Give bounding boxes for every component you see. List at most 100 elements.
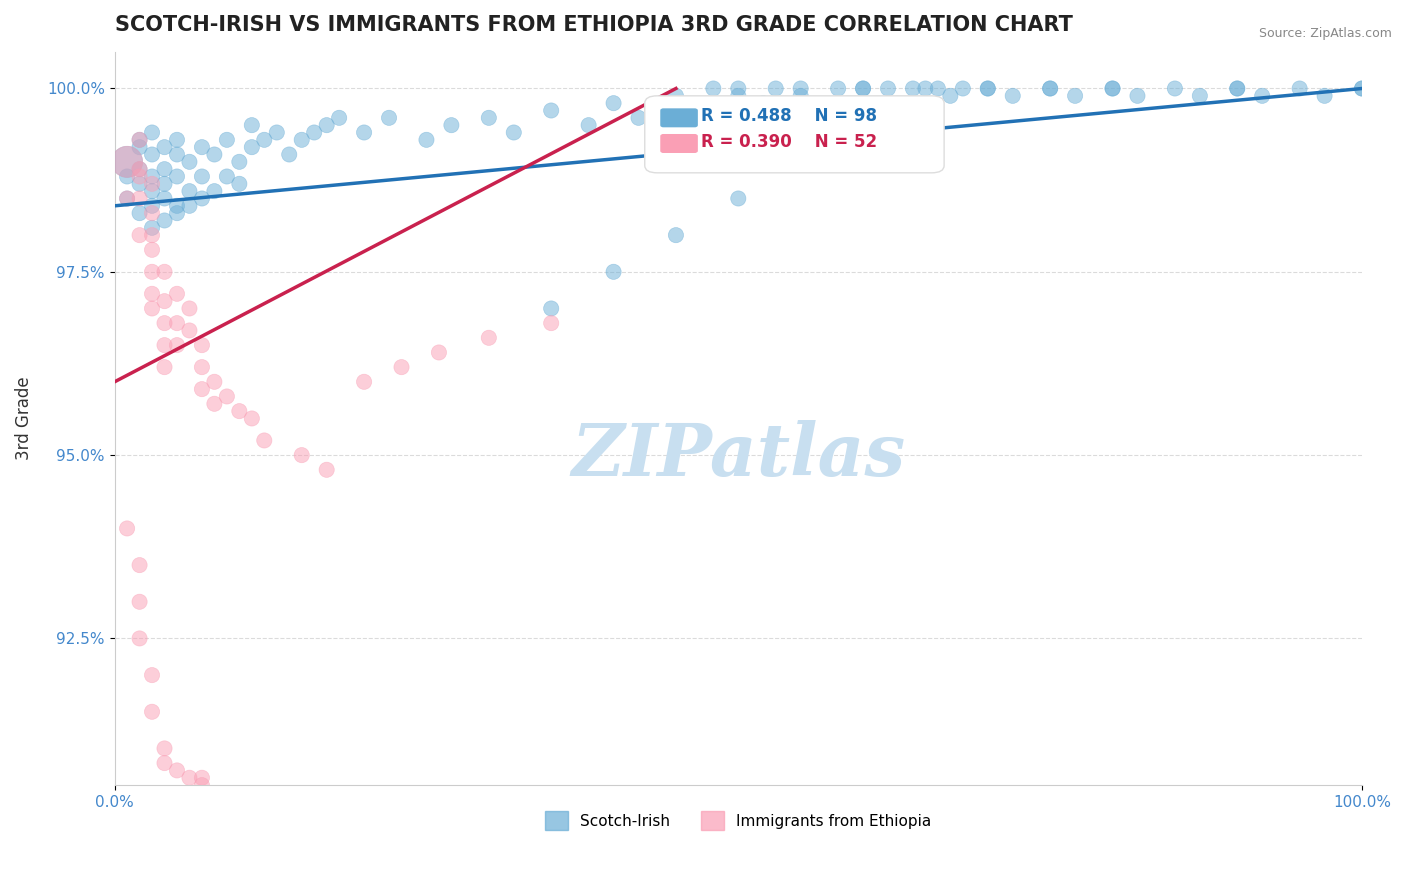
Point xyxy=(315,463,337,477)
Point xyxy=(1313,88,1336,103)
Point xyxy=(977,81,1000,95)
Point xyxy=(727,88,749,103)
Point xyxy=(215,133,238,147)
Point xyxy=(353,375,375,389)
Point xyxy=(478,111,501,125)
Point xyxy=(291,448,314,462)
Point xyxy=(1101,81,1123,95)
Point xyxy=(240,140,263,154)
Point xyxy=(702,103,724,118)
Point xyxy=(540,316,562,330)
Point xyxy=(977,81,1000,95)
Point xyxy=(877,81,900,95)
Point xyxy=(1039,81,1062,95)
Point xyxy=(215,169,238,184)
Point xyxy=(166,206,188,220)
Point xyxy=(179,184,201,198)
Text: SCOTCH-IRISH VS IMMIGRANTS FROM ETHIOPIA 3RD GRADE CORRELATION CHART: SCOTCH-IRISH VS IMMIGRANTS FROM ETHIOPIA… xyxy=(115,15,1073,35)
Point xyxy=(153,741,176,756)
Point xyxy=(727,81,749,95)
Point xyxy=(166,133,188,147)
Point xyxy=(153,294,176,309)
Point xyxy=(427,345,450,359)
Point xyxy=(253,434,276,448)
Point xyxy=(153,162,176,177)
Point xyxy=(814,103,837,118)
Point xyxy=(141,147,163,161)
Point xyxy=(789,88,811,103)
Point xyxy=(328,111,350,125)
Point xyxy=(128,133,150,147)
Point xyxy=(141,184,163,198)
Point xyxy=(141,177,163,191)
Point xyxy=(278,147,301,161)
Point xyxy=(702,81,724,95)
Point xyxy=(727,192,749,206)
Point xyxy=(128,133,150,147)
Point xyxy=(827,81,849,95)
Point xyxy=(166,338,188,352)
Point xyxy=(115,154,138,169)
Point xyxy=(665,228,688,243)
Point xyxy=(852,81,875,95)
Point xyxy=(852,81,875,95)
Text: R = 0.488    N = 98: R = 0.488 N = 98 xyxy=(700,107,877,126)
Point xyxy=(1288,81,1310,95)
Point xyxy=(128,632,150,646)
Point xyxy=(202,184,225,198)
Point xyxy=(141,169,163,184)
Point xyxy=(1251,88,1274,103)
Point xyxy=(1126,88,1149,103)
Point xyxy=(141,199,163,213)
Point xyxy=(128,162,150,177)
Point xyxy=(128,192,150,206)
Point xyxy=(1064,88,1087,103)
Point xyxy=(141,265,163,279)
Point xyxy=(240,118,263,132)
Point xyxy=(202,147,225,161)
Point xyxy=(914,81,936,95)
Point xyxy=(153,338,176,352)
Point xyxy=(1164,81,1187,95)
Point xyxy=(191,360,214,375)
Point xyxy=(240,411,263,425)
Point xyxy=(115,521,138,535)
Point xyxy=(179,301,201,316)
FancyBboxPatch shape xyxy=(661,109,697,127)
Point xyxy=(215,389,238,403)
Point xyxy=(115,169,138,184)
Point xyxy=(166,169,188,184)
Point xyxy=(1351,81,1374,95)
Point xyxy=(1039,81,1062,95)
Point xyxy=(378,111,401,125)
Point xyxy=(141,301,163,316)
FancyBboxPatch shape xyxy=(645,95,943,173)
Point xyxy=(153,213,176,227)
Point xyxy=(115,154,138,169)
Point xyxy=(502,126,524,140)
Point xyxy=(166,764,188,778)
Point xyxy=(1188,88,1211,103)
Point xyxy=(789,81,811,95)
Point xyxy=(440,118,463,132)
Text: ZIPatlas: ZIPatlas xyxy=(571,419,905,491)
Point xyxy=(665,88,688,103)
Point xyxy=(141,126,163,140)
Point xyxy=(540,103,562,118)
Point xyxy=(141,668,163,682)
Point xyxy=(602,96,624,111)
Point xyxy=(179,323,201,337)
Point xyxy=(291,133,314,147)
Legend: Scotch-Irish, Immigrants from Ethiopia: Scotch-Irish, Immigrants from Ethiopia xyxy=(538,805,938,836)
Point xyxy=(253,133,276,147)
Y-axis label: 3rd Grade: 3rd Grade xyxy=(15,376,32,460)
Point xyxy=(166,316,188,330)
Point xyxy=(141,243,163,257)
Text: Source: ZipAtlas.com: Source: ZipAtlas.com xyxy=(1258,27,1392,40)
Point xyxy=(115,192,138,206)
Point xyxy=(1101,81,1123,95)
Point xyxy=(179,154,201,169)
Point xyxy=(141,220,163,235)
Point xyxy=(877,96,900,111)
Point xyxy=(627,111,650,125)
